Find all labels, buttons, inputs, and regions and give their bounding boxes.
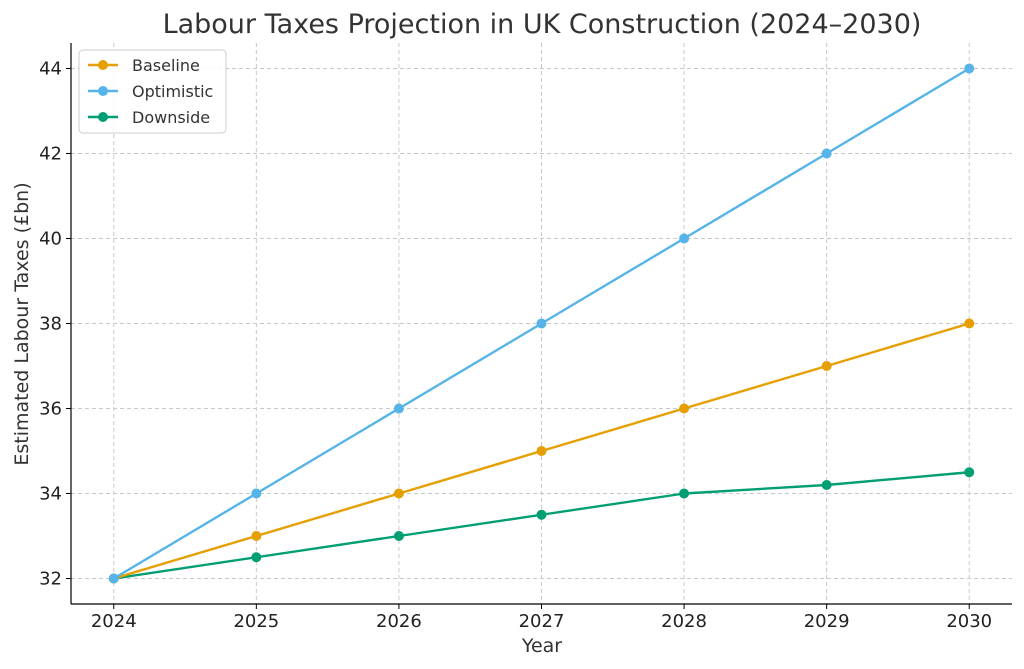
- legend-label: Optimistic: [132, 82, 213, 101]
- legend-swatch-marker: [98, 112, 108, 122]
- legend-swatch-marker: [98, 60, 108, 70]
- downside-point: [821, 480, 832, 490]
- series-lines: [108, 63, 975, 584]
- x-tick-label: 2025: [233, 611, 279, 632]
- optimistic-point: [679, 233, 690, 244]
- baseline-point: [821, 361, 832, 371]
- downside-point: [679, 488, 690, 499]
- series-optimistic: [108, 63, 975, 584]
- legend-item-optimistic: Optimistic: [88, 82, 213, 101]
- baseline-point: [536, 446, 547, 456]
- y-tick-label: 36: [39, 399, 62, 420]
- baseline-point: [964, 318, 975, 329]
- y-tick-label: 40: [39, 229, 62, 250]
- baseline-point: [679, 403, 690, 414]
- legend-label: Downside: [132, 108, 210, 127]
- x-tick-label: 2027: [519, 611, 565, 632]
- downside-point: [393, 531, 404, 541]
- legend-box: [78, 49, 227, 134]
- x-tick-label: 2026: [376, 611, 422, 632]
- x-tick-label: 2030: [946, 611, 992, 632]
- x-tick-label: 2028: [661, 611, 707, 632]
- baseline-point: [251, 531, 262, 541]
- legend-item-baseline: Baseline: [88, 56, 200, 75]
- x-tick-label: 2029: [804, 611, 850, 632]
- downside-point: [964, 467, 975, 478]
- downside-point: [536, 509, 547, 520]
- downside-point: [251, 552, 262, 563]
- optimistic-point: [108, 573, 119, 584]
- optimistic-point: [964, 63, 975, 74]
- y-tick-label: 44: [39, 59, 62, 80]
- y-tick-label: 38: [39, 314, 62, 335]
- baseline-point: [393, 488, 404, 499]
- legend-item-downside: Downside: [88, 108, 210, 127]
- y-tick-label: 32: [39, 569, 62, 590]
- optimistic-point: [393, 403, 404, 414]
- legend-swatch-marker: [98, 86, 108, 96]
- series-downside: [108, 467, 975, 584]
- x-axis-label: Year: [521, 635, 562, 657]
- optimistic-point: [536, 318, 547, 329]
- tick-labels: 2024 2025 2026 2027 2028 2029 2030 32 34 36 38 40 42…: [39, 59, 992, 633]
- x-tick-label: 2024: [91, 611, 137, 632]
- legend-label: Baseline: [132, 56, 200, 75]
- y-tick-label: 42: [39, 144, 62, 165]
- y-tick-label: 34: [39, 484, 62, 505]
- optimistic-point: [251, 488, 262, 499]
- optimistic-point: [821, 148, 832, 159]
- y-axis-label: Estimated Labour Taxes (£bn): [11, 182, 33, 465]
- chart-title: Labour Taxes Projection in UK Constructi…: [163, 9, 922, 40]
- legend: Baseline Optimistic Downside: [78, 49, 227, 134]
